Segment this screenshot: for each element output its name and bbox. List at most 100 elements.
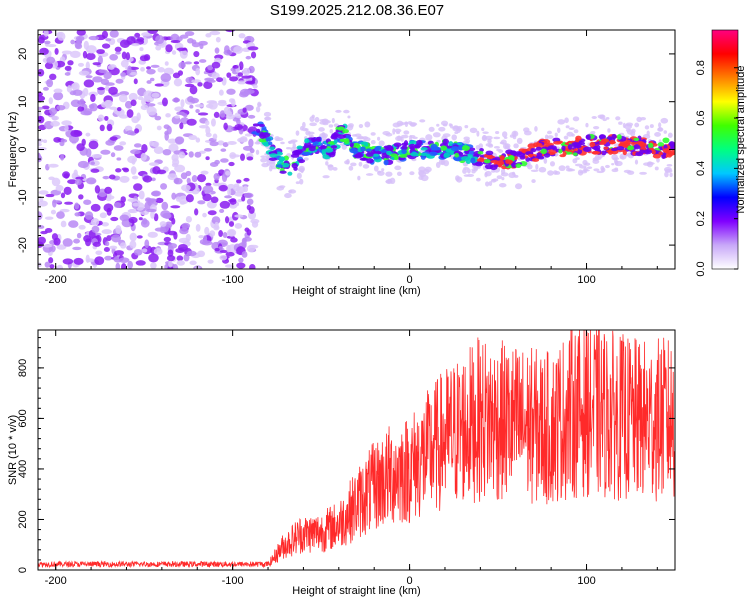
y-axis-label: Frequency (Hz) <box>7 112 19 188</box>
ridge-blob <box>647 142 654 149</box>
halo-blob <box>377 136 381 141</box>
ridge-blob <box>630 141 637 145</box>
halo-blob <box>409 135 413 142</box>
noise-blob <box>161 201 169 211</box>
ridge-blob <box>591 150 601 155</box>
ridge-blob <box>450 146 460 152</box>
noise-blob <box>139 47 144 52</box>
noise-blob <box>70 129 81 138</box>
halo-blob <box>557 127 561 134</box>
noise-blob <box>246 156 254 161</box>
noise-blob <box>156 169 167 175</box>
ridge-blob <box>401 145 408 151</box>
halo-blob <box>418 175 424 181</box>
noise-blob <box>162 97 168 107</box>
noise-blob <box>38 106 44 111</box>
halo-blob <box>280 141 285 145</box>
colorbar-tick-label: 0.6 <box>695 110 707 125</box>
noise-blob <box>110 152 116 158</box>
noise-blob <box>130 166 137 175</box>
noise-blob <box>130 149 141 155</box>
noise-blob <box>195 137 201 143</box>
halo-blob <box>492 178 499 182</box>
ridge-blob <box>425 154 431 158</box>
noise-blob <box>78 194 84 200</box>
halo-blob <box>348 123 354 128</box>
halo-blob <box>619 155 624 159</box>
halo-blob <box>493 145 500 149</box>
noise-blob <box>205 132 212 138</box>
y-axis-label: SNR (10 * v/v) <box>7 415 19 485</box>
noise-blob <box>198 234 205 239</box>
noise-blob <box>223 106 231 115</box>
noise-blob <box>108 174 116 180</box>
noise-blob <box>115 51 121 55</box>
halo-blob <box>422 168 430 174</box>
noise-blob <box>94 232 102 236</box>
halo-blob <box>471 170 476 174</box>
ridge-blob <box>415 145 421 149</box>
halo-blob <box>325 161 329 166</box>
noise-blob <box>153 213 159 222</box>
ridge-blob <box>639 149 646 154</box>
noise-blob <box>80 110 92 116</box>
noise-blob <box>173 78 183 87</box>
halo-blob <box>265 155 270 162</box>
noise-blob <box>119 141 127 146</box>
noise-blob <box>195 223 201 232</box>
noise-blob <box>204 147 212 152</box>
ridge-blob <box>386 150 392 156</box>
noise-blob <box>207 259 214 264</box>
noise-blob <box>83 235 92 243</box>
noise-blob <box>56 211 65 219</box>
noise-blob <box>73 257 84 265</box>
noise-blob <box>106 235 112 242</box>
halo-blob <box>565 125 570 129</box>
noise-blob <box>229 76 239 82</box>
ridge-blob <box>535 146 542 151</box>
noise-blob <box>38 190 49 195</box>
noise-blob <box>85 61 90 70</box>
noise-blob <box>189 104 194 109</box>
noise-blob <box>56 104 66 111</box>
noise-blob <box>242 145 253 151</box>
colorbar-tick-label: 0.8 <box>695 60 707 75</box>
noise-blob <box>184 61 192 65</box>
halo-blob <box>347 115 351 119</box>
noise-blob <box>138 190 145 200</box>
halo-blob <box>356 136 364 140</box>
ridge-blob <box>275 151 283 156</box>
ridge-blob <box>269 153 278 158</box>
noise-blob <box>54 47 59 55</box>
noise-blob <box>127 260 133 269</box>
ridge-blob <box>610 147 618 152</box>
halo-blob <box>288 140 292 144</box>
noise-blob <box>39 196 44 203</box>
ridge-blob <box>657 142 665 147</box>
halo-blob <box>264 116 271 121</box>
noise-blob <box>120 72 127 77</box>
halo-blob <box>557 119 566 125</box>
halo-blob <box>516 137 523 145</box>
noise-blob <box>159 221 167 227</box>
ridge-blob <box>365 152 374 157</box>
noise-blob <box>78 224 86 230</box>
ridge-blob <box>465 158 472 164</box>
noise-blob <box>205 156 210 161</box>
noise-blob <box>202 185 214 193</box>
noise-blob <box>74 40 81 49</box>
noise-blob <box>84 211 94 220</box>
halo-blob <box>618 121 623 125</box>
noise-blob <box>222 232 228 238</box>
noise-blob <box>92 62 101 66</box>
noise-blob <box>216 77 224 83</box>
noise-blob <box>50 209 57 215</box>
ridge-blob <box>268 157 278 161</box>
noise-blob <box>57 31 66 41</box>
halo-blob <box>501 177 505 181</box>
x-tick-label: 0 <box>407 274 413 286</box>
halo-blob <box>614 167 619 171</box>
ridge-blob <box>304 141 312 148</box>
